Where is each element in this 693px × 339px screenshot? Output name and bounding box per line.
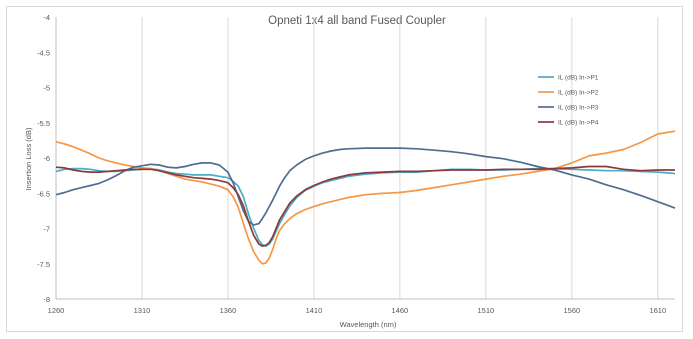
x-tick-label: 1260 [48,306,65,315]
legend-label-p1: IL (dB) In->P1 [558,75,599,82]
series-line-p1 [55,167,676,247]
legend-label-p4: IL (dB) In->P4 [558,120,599,127]
y-tick-label: -4.5 [37,48,50,57]
y-tick-label: -4 [43,13,50,22]
series-line-p4 [55,165,675,247]
y-tick-label: -8 [43,295,50,304]
y-axis-label: Insertion Loss (dB) [24,127,33,190]
y-tick-label: -5.5 [37,119,50,128]
gridlines [55,17,659,299]
x-tick-label: 1410 [306,306,323,315]
legend-label-p3: IL (dB) In->P3 [558,105,599,112]
x-axis-ticks: 1260 1310 1360 1410 1460 1510 1560 1610 [48,306,666,315]
series-line-p3 [55,147,676,226]
y-tick-label: -6.5 [37,189,50,198]
series-line-p2 [55,130,676,265]
series-lines [55,130,676,265]
x-tick-label: 1460 [392,306,409,315]
y-tick-label: -5 [43,84,50,93]
x-tick-label: 1360 [220,306,237,315]
y-tick-label: -7 [43,225,50,234]
axes [55,17,675,300]
legend: IL (dB) In->P1 IL (dB) In->P2 IL (dB) In->… [538,75,599,127]
x-tick-label: 1510 [478,306,495,315]
x-tick-label: 1560 [563,306,580,315]
x-tick-label: 1310 [134,306,151,315]
chart-title: Opneti 1x4 all band Fused Coupler [268,15,446,27]
y-axis-ticks: -4 -4.5 -5 -5.5 -6 -6.5 -7 -7.5 -8 [37,13,50,304]
y-tick-label: -7.5 [37,260,50,269]
y-tick-label: -6 [43,154,50,163]
x-tick-label: 1610 [649,306,666,315]
legend-label-p2: IL (dB) In->P2 [558,90,599,97]
x-axis-label: Wavelength (nm) [340,320,397,329]
